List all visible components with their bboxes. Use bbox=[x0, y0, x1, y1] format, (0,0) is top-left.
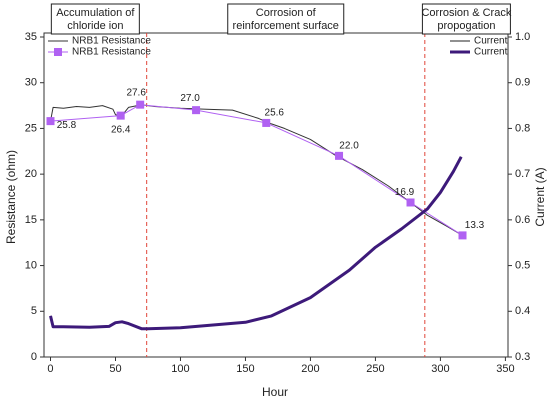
legend-label: Current bbox=[474, 36, 508, 47]
data-marker bbox=[116, 111, 125, 120]
y2-tick-label: 1.0 bbox=[515, 31, 530, 43]
y-tick-label: 20 bbox=[25, 168, 37, 180]
legend-marker bbox=[54, 48, 62, 56]
x-tick-label: 350 bbox=[496, 363, 514, 375]
phase-box bbox=[227, 3, 345, 35]
x-tick-label: 250 bbox=[366, 363, 384, 375]
phase-label: Corrosion of bbox=[256, 7, 317, 19]
data-label: 22.0 bbox=[339, 140, 359, 151]
y-tick-label: 0 bbox=[31, 351, 37, 363]
data-marker bbox=[262, 118, 271, 127]
data-marker bbox=[46, 117, 55, 126]
y2-tick-label: 0.9 bbox=[515, 77, 530, 89]
y-axis-label: Resistance (ohm) bbox=[4, 150, 18, 244]
legend-label: NRB1 Resistance bbox=[72, 47, 151, 58]
phase-box bbox=[50, 3, 140, 35]
y-tick-label: 30 bbox=[25, 77, 37, 89]
y-tick-label: 5 bbox=[31, 305, 37, 317]
y-tick-label: 35 bbox=[25, 31, 37, 43]
phase-label: reinforcement surface bbox=[233, 20, 339, 32]
data-label: 27.0 bbox=[180, 93, 200, 104]
x-tick-label: 200 bbox=[301, 363, 319, 375]
x-tick-label: 0 bbox=[47, 363, 53, 375]
y2-axis-label: Current (A) bbox=[533, 167, 547, 226]
phase-box bbox=[421, 3, 511, 35]
y2-tick-label: 0.8 bbox=[515, 122, 530, 134]
x-tick-label: 100 bbox=[171, 363, 189, 375]
y-tick-label: 25 bbox=[25, 122, 37, 134]
data-label: 25.8 bbox=[57, 120, 77, 131]
legend-label: Current bbox=[474, 47, 508, 58]
data-marker bbox=[192, 106, 201, 115]
data-label: 26.4 bbox=[111, 124, 131, 135]
y2-tick-label: 0.6 bbox=[515, 214, 530, 226]
phase-label: chloride ion bbox=[67, 20, 123, 32]
y2-tick-label: 0.5 bbox=[515, 259, 530, 271]
phase-label: propogation bbox=[437, 20, 495, 32]
x-tick-label: 150 bbox=[236, 363, 254, 375]
x-tick-label: 300 bbox=[431, 363, 449, 375]
series-line bbox=[50, 156, 462, 330]
y-tick-label: 15 bbox=[25, 214, 37, 226]
y-tick-label: 10 bbox=[25, 259, 37, 271]
x-tick-label: 50 bbox=[109, 363, 121, 375]
phase-label: Accumulation of bbox=[56, 7, 135, 19]
data-label: 27.6 bbox=[126, 87, 146, 98]
data-marker bbox=[136, 100, 145, 109]
series-line bbox=[49, 156, 463, 331]
phase-label: Corrosion & Crack bbox=[421, 7, 511, 19]
legend-label: NRB1 Resistance bbox=[72, 36, 151, 47]
data-label: 13.3 bbox=[465, 220, 485, 231]
y2-tick-label: 0.4 bbox=[515, 305, 530, 317]
y2-tick-label: 0.7 bbox=[515, 168, 530, 180]
data-marker bbox=[458, 231, 467, 240]
data-marker bbox=[406, 198, 415, 207]
y2-tick-label: 0.3 bbox=[515, 351, 530, 363]
data-label: 25.6 bbox=[265, 108, 285, 119]
x-axis-label: Hour bbox=[262, 385, 288, 399]
data-label: 16.9 bbox=[395, 187, 415, 198]
data-marker bbox=[335, 151, 344, 160]
